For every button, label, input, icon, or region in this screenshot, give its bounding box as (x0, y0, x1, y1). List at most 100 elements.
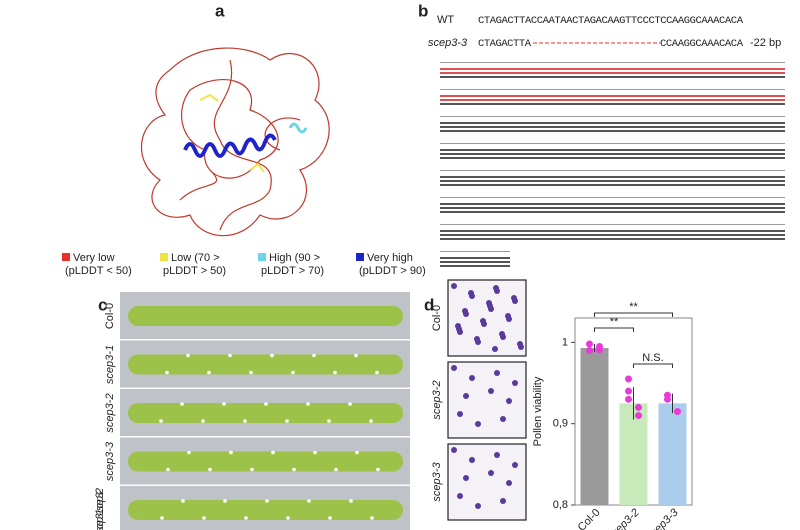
data-point (586, 340, 593, 348)
pollen (451, 283, 457, 289)
y-label-group: Pollen viability (532, 376, 544, 446)
ovule-dot (244, 516, 248, 520)
pollen (469, 457, 475, 463)
ovule-dot (249, 370, 253, 375)
ruler (440, 143, 785, 144)
legend-swatch (62, 253, 70, 261)
align-row (440, 122, 785, 124)
align-row (440, 68, 785, 70)
pollen (505, 313, 511, 319)
pollen (512, 380, 518, 386)
ovule-dot (160, 516, 164, 520)
row-label-group: Col-0 (104, 303, 116, 329)
align-row (440, 99, 785, 101)
pollen (517, 341, 523, 347)
silique (128, 451, 403, 472)
x-tick-label: scep3-2 (606, 507, 642, 530)
panel-label: b (418, 1, 428, 20)
ovule-dot (292, 467, 296, 472)
ovule-dot (250, 467, 254, 472)
ovule-dot (222, 402, 226, 406)
data-point (635, 403, 642, 411)
legend-label: (pLDDT > 90) (359, 265, 426, 277)
sig-label: ** (629, 301, 638, 313)
data-point (586, 347, 593, 355)
pollen (506, 398, 512, 404)
row-label-group: Col-0 (431, 305, 443, 331)
sig-label: ** (610, 316, 619, 328)
panel-label: a (215, 1, 225, 20)
data-point (625, 395, 632, 403)
row-label: scep3-3 (104, 441, 116, 481)
row-label: scep3-2 (431, 380, 443, 419)
align-row (440, 184, 785, 186)
micro-photo (447, 443, 527, 521)
ovule-dot (285, 419, 289, 423)
seq: CTAGACTTACCAATAACTAGACAAGTTCCCTCCAAGGCAA… (478, 15, 744, 27)
ovule-dot (202, 516, 206, 520)
sig-bracket (633, 363, 673, 368)
bar (658, 403, 687, 505)
x-tick-label: scep3-3 (645, 506, 682, 530)
pollen (506, 480, 512, 486)
panel-label: d (424, 295, 434, 314)
pollen (486, 300, 492, 306)
pollen (488, 388, 494, 394)
pollen (475, 421, 481, 427)
ovule-dot (228, 353, 232, 358)
align-row (440, 238, 785, 240)
pollen (493, 285, 499, 291)
micro-photo (447, 361, 527, 439)
pollen (488, 470, 494, 476)
row-label: Col-0 (104, 303, 116, 329)
pollen (469, 375, 475, 381)
ovule-dot (286, 516, 290, 520)
row-label: Col-0 (431, 305, 443, 331)
align-row (440, 153, 785, 155)
y-tick-label: 1 (562, 336, 568, 348)
ruler (440, 116, 785, 117)
legend-swatch (160, 253, 168, 261)
row-label-group: scep3-1 scep3-2 (94, 488, 106, 530)
seq: CTAGACTTA (478, 38, 532, 50)
align-row (440, 72, 785, 74)
row-label-group: scep3-1 (104, 345, 116, 384)
ovule-dot (369, 419, 373, 423)
ovule-dot (229, 450, 233, 455)
ovule-dot (333, 370, 337, 375)
y-tick-label: 0,9 (553, 418, 568, 430)
ovule-dot (265, 499, 269, 503)
ovule-dot (355, 450, 359, 455)
pollen (455, 323, 461, 329)
legend-label: pLDDT > 70) (261, 265, 324, 277)
pollen (500, 498, 506, 504)
row-label-group: scep3-3 (431, 462, 443, 502)
ovule-dot (376, 467, 380, 472)
pollen (474, 336, 480, 342)
legend-label: Very high (367, 252, 413, 264)
ovule-dot (307, 499, 311, 503)
align-row (440, 130, 785, 132)
ovule-dot (334, 467, 338, 472)
align-row (440, 180, 785, 182)
ovule-dot (208, 467, 212, 472)
align-row (440, 126, 785, 128)
alignment (440, 62, 785, 267)
pollen (500, 416, 506, 422)
deletion: -22 bp (750, 37, 781, 49)
ovule-dot (159, 419, 163, 423)
align-row (440, 95, 785, 97)
ruler (440, 170, 785, 171)
helix (183, 133, 277, 158)
silique (128, 403, 403, 423)
ovule-dot (166, 467, 170, 472)
pollen (494, 370, 500, 376)
row-label-group: scep3-2 (104, 393, 116, 432)
data-point (664, 395, 671, 403)
ovule-dot (201, 419, 205, 423)
pollen (457, 411, 463, 417)
ovule-dot (271, 450, 275, 455)
pollen (511, 295, 517, 301)
align-row (440, 157, 785, 159)
